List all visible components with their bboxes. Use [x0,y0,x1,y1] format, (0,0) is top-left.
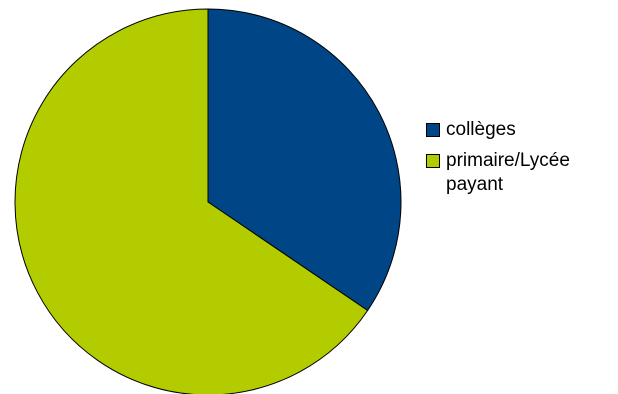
legend-item-colleges: collèges [426,118,616,142]
legend-swatch-primaire-lycee [426,154,440,168]
pie-slice-primaire-lycee [14,8,369,394]
legend: collèges primaire/Lycée payant [426,118,616,204]
legend-swatch-colleges [426,123,440,137]
legend-label-colleges: collèges [446,119,516,140]
pie-slice-colleges [207,8,402,311]
legend-item-primaire-lycee: primaire/Lycée payant [426,149,616,197]
legend-label-primaire-lycee: primaire/Lycée payant [446,150,570,195]
